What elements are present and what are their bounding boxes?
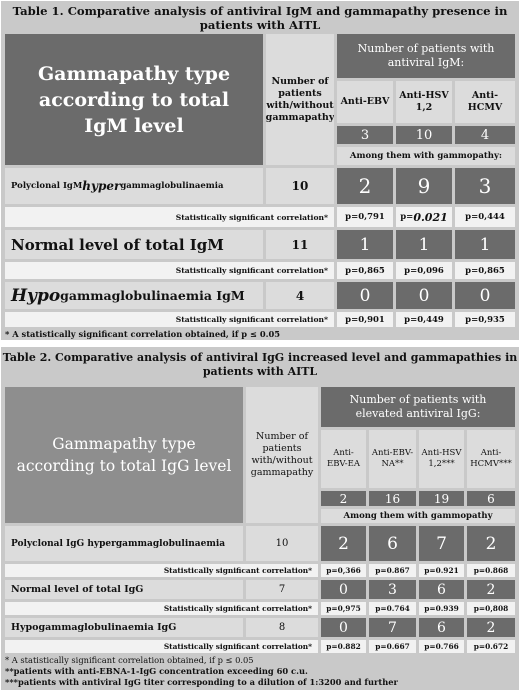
subheader-among-gammopathy: Among them with gammopathy (321, 509, 515, 523)
p-value: p=0.667 (369, 640, 416, 653)
column-label-anti-ebv-ea: Anti-EBV-EA (321, 430, 366, 488)
column-label-anti-hsv: Anti-HSV 1,2 (396, 81, 452, 123)
p-value: p=0.868 (467, 564, 515, 577)
column-header-patient-count: Number of patients with/without gammapat… (266, 34, 334, 165)
value-cell: 9 (396, 168, 452, 204)
value-cell: 1 (396, 230, 452, 259)
p-value: p=0.764 (369, 602, 416, 615)
value-cell: 0 (337, 282, 393, 309)
value-cell: 1 (337, 230, 393, 259)
value-cell: 0 (321, 618, 366, 637)
significance-label: Statistically significant correlation* (5, 207, 334, 227)
value-cell: 2 (467, 526, 515, 561)
value-cell: 2 (467, 580, 515, 599)
value-cell: 6 (419, 618, 464, 637)
group-header-antiviral-igg: Number of patients with elevated antivir… (321, 387, 515, 427)
column-header-gammapathy-type: Gammapathy type according to total IgG l… (5, 387, 243, 523)
total-count: 2 (321, 491, 366, 506)
p-value: p=0.882 (321, 640, 366, 653)
p-value: p=0,865 (337, 262, 393, 279)
footnote: ***patients with antiviral IgG titer cor… (5, 677, 398, 687)
total-count: 16 (369, 491, 416, 506)
table-2-title: Table 2. Comparative analysis of antivir… (2, 351, 518, 378)
value-cell: 6 (369, 526, 416, 561)
column-header-patient-count: Number of patients with/without gammapat… (246, 387, 318, 523)
p-value: p=0,975 (321, 602, 366, 615)
significance-label: Statistically significant correlation* (5, 262, 334, 279)
p-value: p=0.939 (419, 602, 464, 615)
value-cell: 6 (419, 580, 464, 599)
total-count: 3 (337, 126, 393, 144)
patient-count: 11 (266, 230, 334, 259)
patient-count: 7 (246, 580, 318, 599)
p-value-highlight: 0.021 (413, 210, 448, 224)
value-cell: 0 (396, 282, 452, 309)
p-value: p=0,901 (337, 312, 393, 327)
patient-count: 8 (246, 618, 318, 637)
p-value: p=0,791 (337, 207, 393, 227)
p-value: p=0,366 (321, 564, 366, 577)
subheader-among-gammopathy: Among them with gammopathy: (337, 147, 515, 165)
total-count: 10 (396, 126, 452, 144)
total-count: 4 (455, 126, 515, 144)
total-count: 6 (467, 491, 515, 506)
value-cell: 2 (321, 526, 366, 561)
value-cell: 7 (419, 526, 464, 561)
significance-label: Statistically significant correlation* (5, 564, 318, 577)
value-cell: 3 (369, 580, 416, 599)
row-label-normal: Normal level of total IgG (5, 580, 243, 599)
p-value: p=0.867 (369, 564, 416, 577)
row-label-polyclonal-hyper: Polyclonal IgM hyper gammaglobulinaemia (5, 168, 263, 204)
table-2: Table 2. Comparative analysis of antivir… (1, 347, 519, 690)
value-cell: 0 (455, 282, 515, 309)
patient-count: 10 (266, 168, 334, 204)
value-cell: 7 (369, 618, 416, 637)
value-cell: 2 (337, 168, 393, 204)
row-label-polyclonal-hyper: Polyclonal IgG hypergammaglobulinaemia (5, 526, 243, 561)
column-header-gammapathy-type: Gammapathy type according to total IgM l… (5, 34, 263, 165)
p-value: p=0,808 (467, 602, 515, 615)
column-label-anti-ebv-na: Anti-EBV-NA** (369, 430, 416, 488)
p-value: p=0.672 (467, 640, 515, 653)
table-1-title: Table 1. Comparative analysis of antivir… (12, 4, 508, 32)
group-header-antiviral-igm: Number of patients with antiviral IgM: (337, 34, 515, 78)
row-label-hypo: Hypogammaglobulinaemia IgG (5, 618, 243, 637)
p-value-significant: p= 0.021 (396, 207, 452, 227)
row-label-hypo: Hypo gammaglobulinaemia IgM (5, 282, 263, 309)
patient-count: 4 (266, 282, 334, 309)
value-cell: 1 (455, 230, 515, 259)
footnote: * A statistically significant correlatio… (5, 329, 281, 339)
p-value: p=0.766 (419, 640, 464, 653)
footnote: * A statistically significant correlatio… (5, 655, 254, 665)
significance-label: Statistically significant correlation* (5, 312, 334, 327)
total-count: 19 (419, 491, 464, 506)
value-cell: 3 (455, 168, 515, 204)
column-label-anti-hsv: Anti-HSV 1,2*** (419, 430, 464, 488)
footnote: **patients with anti-EBNA-1-IgG concentr… (5, 666, 308, 676)
row-label-normal: Normal level of total IgM (5, 230, 263, 259)
p-value: p=0,444 (455, 207, 515, 227)
significance-label: Statistically significant correlation* (5, 640, 318, 653)
p-value: p=0,935 (455, 312, 515, 327)
column-label-anti-ebv: Anti-EBV (337, 81, 393, 123)
patient-count: 10 (246, 526, 318, 561)
p-value: p=0,096 (396, 262, 452, 279)
p-value: p=0.921 (419, 564, 464, 577)
column-label-anti-hcmv: Anti-HCMV (455, 81, 515, 123)
p-value: p=0,865 (455, 262, 515, 279)
value-cell: 0 (321, 580, 366, 599)
p-value: p=0,449 (396, 312, 452, 327)
value-cell: 2 (467, 618, 515, 637)
significance-label: Statistically significant correlation* (5, 602, 318, 615)
column-label-anti-hcmv: Anti-HCMV*** (467, 430, 515, 488)
table-1: Table 1. Comparative analysis of antivir… (1, 1, 519, 340)
